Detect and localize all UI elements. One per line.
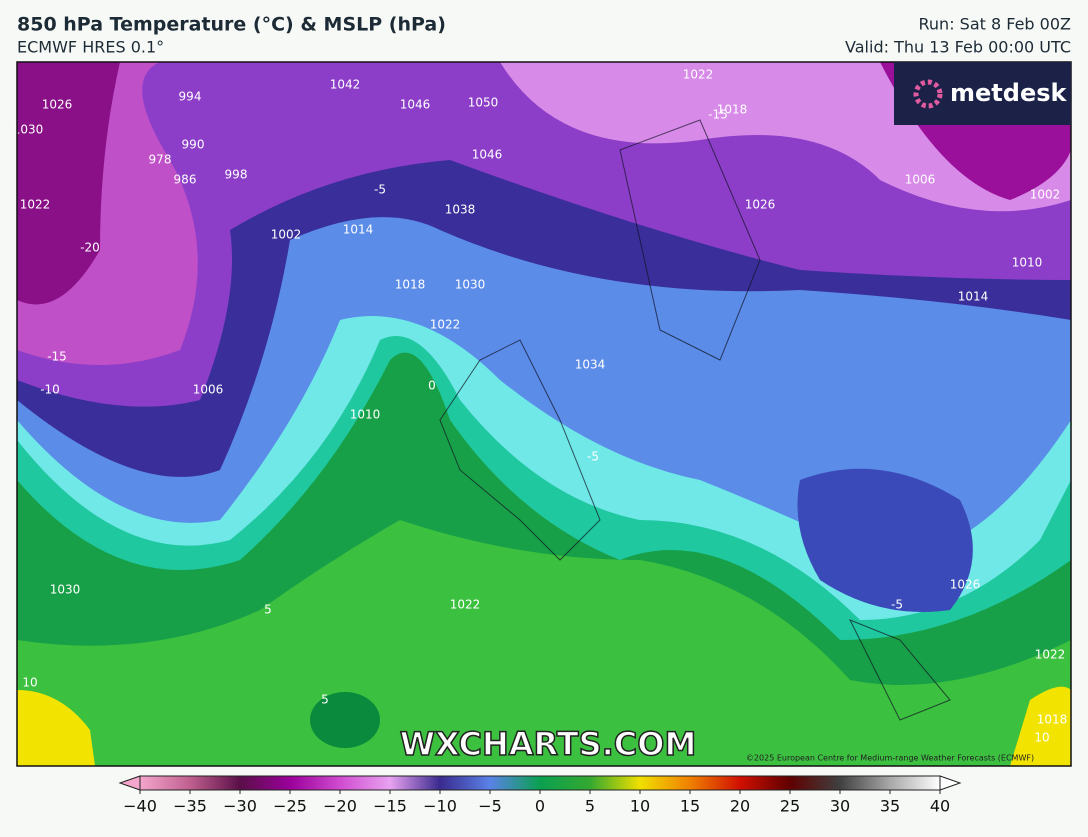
colorbar-end xyxy=(118,775,141,791)
contour-label: 1038 xyxy=(445,203,476,217)
colorbar-end xyxy=(939,775,962,791)
colorbar-tick-label: −35 xyxy=(173,797,207,816)
map xyxy=(17,62,1071,766)
colorbar-segment xyxy=(240,776,290,790)
subtitle: ECMWF HRES 0.1° xyxy=(17,38,164,57)
contour-label: 1018 xyxy=(717,103,748,117)
contour-label: -15 xyxy=(47,350,67,364)
contour-label: 1006 xyxy=(193,383,224,397)
contour-label: 5 xyxy=(321,693,329,707)
contour-label: -5 xyxy=(587,450,599,464)
colorbar-tick-label: −20 xyxy=(323,797,357,816)
map-frame xyxy=(16,61,1072,767)
colorbar-tick-label: 35 xyxy=(880,797,900,816)
contour-label: 1026 xyxy=(42,98,73,112)
colorbar-segment xyxy=(590,776,640,790)
contour-label: 1046 xyxy=(400,98,431,112)
colorbar-tick-label: −15 xyxy=(373,797,407,816)
contour-label: 1030 xyxy=(13,123,44,137)
colorbar-tick-label: 0 xyxy=(535,797,545,816)
contour-label: 998 xyxy=(225,168,248,182)
colorbar-segment xyxy=(840,776,890,790)
contour-label: 1010 xyxy=(1012,256,1043,270)
contour-label: 1034 xyxy=(575,358,606,372)
colorbar-tick-label: −40 xyxy=(123,797,157,816)
colorbar-segment xyxy=(640,776,690,790)
contour-label: 1050 xyxy=(468,96,499,110)
colorbar-segment xyxy=(140,776,190,790)
contour-label: 5 xyxy=(264,603,272,617)
contour-label: 1030 xyxy=(50,583,81,597)
contour-label: 1026 xyxy=(745,198,776,212)
contour-label: -5 xyxy=(374,183,386,197)
colorbar: −40 −35 −30 −25 −20 −15 −10 −5 0 5 10 15 20 25 30 35 40 xyxy=(118,775,962,816)
contour-label: 1022 xyxy=(20,198,51,212)
valid-time: Valid: Thu 13 Feb 00:00 UTC xyxy=(845,38,1071,57)
colorbar-tick-label: 40 xyxy=(930,797,950,816)
contour-label: 1018 xyxy=(1037,713,1068,727)
contour-label: 1018 xyxy=(395,278,426,292)
colorbar-segment xyxy=(290,776,340,790)
colorbar-segment xyxy=(340,776,390,790)
colorbar-tick-label: −10 xyxy=(423,797,457,816)
colorbar-tick-label: −25 xyxy=(273,797,307,816)
colorbar-tick-label: −5 xyxy=(478,797,502,816)
contour-label: 1022 xyxy=(1035,648,1066,662)
contour-label: 1002 xyxy=(271,228,302,242)
colorbar-segment xyxy=(740,776,790,790)
contour-label: 1002 xyxy=(1030,188,1061,202)
colorbar-tick-label: −30 xyxy=(223,797,257,816)
contour-label: 1026 xyxy=(950,578,981,592)
colorbar-tick-label: 10 xyxy=(630,797,650,816)
contour-label: 978 xyxy=(149,153,172,167)
colorbar-tick-label: 5 xyxy=(585,797,595,816)
contour-label: -15 xyxy=(708,108,728,122)
contour-label: 0 xyxy=(428,379,436,393)
credit: ©2025 European Centre for Medium-range W… xyxy=(746,754,1034,763)
contour-label: 1046 xyxy=(472,148,503,162)
contour-label: 1042 xyxy=(330,78,361,92)
colorbar-segment xyxy=(890,776,940,790)
contour-label: 1022 xyxy=(450,598,481,612)
contour-label: -20 xyxy=(80,241,100,255)
colorbar-tick-label: 15 xyxy=(680,797,700,816)
colorbar-segment xyxy=(690,776,740,790)
colorbar-segment xyxy=(540,776,590,790)
run-time: Run: Sat 8 Feb 00Z xyxy=(919,15,1072,34)
contour-label: 1014 xyxy=(958,290,989,304)
colorbar-tick-label: 25 xyxy=(780,797,800,816)
colorbar-segment xyxy=(790,776,840,790)
contour-label: 1010 xyxy=(350,408,381,422)
colorbar-segment xyxy=(190,776,240,790)
logo-box xyxy=(894,62,1071,125)
contour-label: 990 xyxy=(182,138,205,152)
colorbar-segment xyxy=(440,776,490,790)
colorbar-segment xyxy=(490,776,540,790)
contour-label: 986 xyxy=(174,173,197,187)
contour-label: -10 xyxy=(40,383,60,397)
contour-label: 1022 xyxy=(683,68,714,82)
contour-label: -5 xyxy=(891,598,903,612)
logo-icon xyxy=(913,79,943,109)
contour-label: 1030 xyxy=(455,278,486,292)
contour-label: 1006 xyxy=(905,173,936,187)
title: 850 hPa Temperature (°C) & MSLP (hPa) xyxy=(17,14,446,36)
contour-label: 10 xyxy=(1034,731,1049,745)
contour-label: 1014 xyxy=(343,223,374,237)
colorbar-tick-label: 20 xyxy=(730,797,750,816)
logo-text: metdesk xyxy=(950,79,1068,107)
colorbar-segment xyxy=(390,776,440,790)
contour-label: 1022 xyxy=(430,318,461,332)
contour-label: 10 xyxy=(22,676,37,690)
contour-label: 994 xyxy=(179,90,202,104)
colorbar-tick-label: 30 xyxy=(830,797,850,816)
watermark: WXCHARTS.COM xyxy=(400,725,697,763)
